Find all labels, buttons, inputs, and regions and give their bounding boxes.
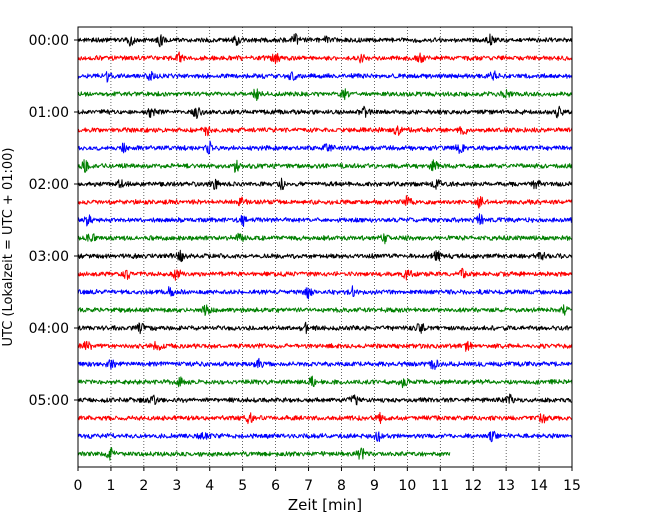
trace-line-0400 <box>77 321 573 335</box>
trace-line-0030 <box>77 70 573 83</box>
trace-line-0100 <box>77 105 573 119</box>
y-tick-label: 03:00 <box>29 249 69 265</box>
trace-line-0500 <box>77 393 573 406</box>
trace-line-0115 <box>77 125 573 137</box>
x-tick-label: 8 <box>337 478 346 494</box>
trace-line-0130 <box>77 140 573 155</box>
x-tick-label: 12 <box>464 478 482 494</box>
trace-line-0015 <box>77 51 573 65</box>
trace-line-0330 <box>77 285 573 300</box>
x-tick-label: 5 <box>238 478 247 494</box>
trace-line-0245 <box>77 232 573 245</box>
x-tick-label: 2 <box>139 478 148 494</box>
x-tick-label: 13 <box>497 478 515 494</box>
x-tick-label: 6 <box>271 478 280 494</box>
y-tick-label: 01:00 <box>29 105 69 121</box>
trace-line-0445 <box>77 375 573 389</box>
trace-line-0000 <box>77 33 573 48</box>
trace-line-0300 <box>77 249 573 263</box>
trace-line-0045 <box>77 88 573 102</box>
y-axis-ticks: 00:00 01:00 02:00 03:00 04:00 05:00 <box>29 33 78 409</box>
trace-line-0145 <box>77 159 573 173</box>
x-tick-label: 14 <box>530 478 548 494</box>
y-tick-label: 05:00 <box>29 393 69 409</box>
trace-line-0530 <box>77 430 573 443</box>
x-tick-label: 10 <box>398 478 416 494</box>
seismic-traces <box>77 33 573 461</box>
trace-line-0430 <box>77 357 573 371</box>
trace-line-0345 <box>77 304 573 317</box>
trace-line-0415 <box>78 340 573 352</box>
x-axis-ticks: 0 1 2 3 4 5 6 7 8 9 10 11 12 13 14 15 <box>74 467 581 494</box>
x-axis-label: Zeit [min] <box>288 496 362 514</box>
trace-line-0215 <box>77 195 573 209</box>
x-tick-label: 9 <box>370 478 379 494</box>
x-tick-label: 7 <box>304 478 313 494</box>
x-tick-label: 11 <box>431 478 449 494</box>
x-tick-label: 1 <box>106 478 115 494</box>
y-axis-label: UTC (Lokalzeit = UTC + 01:00) <box>1 148 16 347</box>
x-tick-label: 15 <box>563 478 581 494</box>
x-tick-label: 3 <box>172 478 181 494</box>
trace-line-0315 <box>77 267 573 281</box>
plot-frame <box>77 26 573 468</box>
y-tick-label: 02:00 <box>29 177 69 193</box>
x-tick-label: 4 <box>205 478 214 494</box>
x-tick-label: 0 <box>74 478 83 494</box>
vertical-gridlines <box>110 27 540 467</box>
trace-line-0515 <box>77 411 572 425</box>
y-tick-label: 04:00 <box>29 321 69 337</box>
plot-background <box>78 27 572 467</box>
trace-line-0545 <box>77 446 451 461</box>
trace-line-0230 <box>77 213 573 227</box>
y-tick-label: 00:00 <box>29 33 69 49</box>
trace-line-0200 <box>77 177 573 191</box>
